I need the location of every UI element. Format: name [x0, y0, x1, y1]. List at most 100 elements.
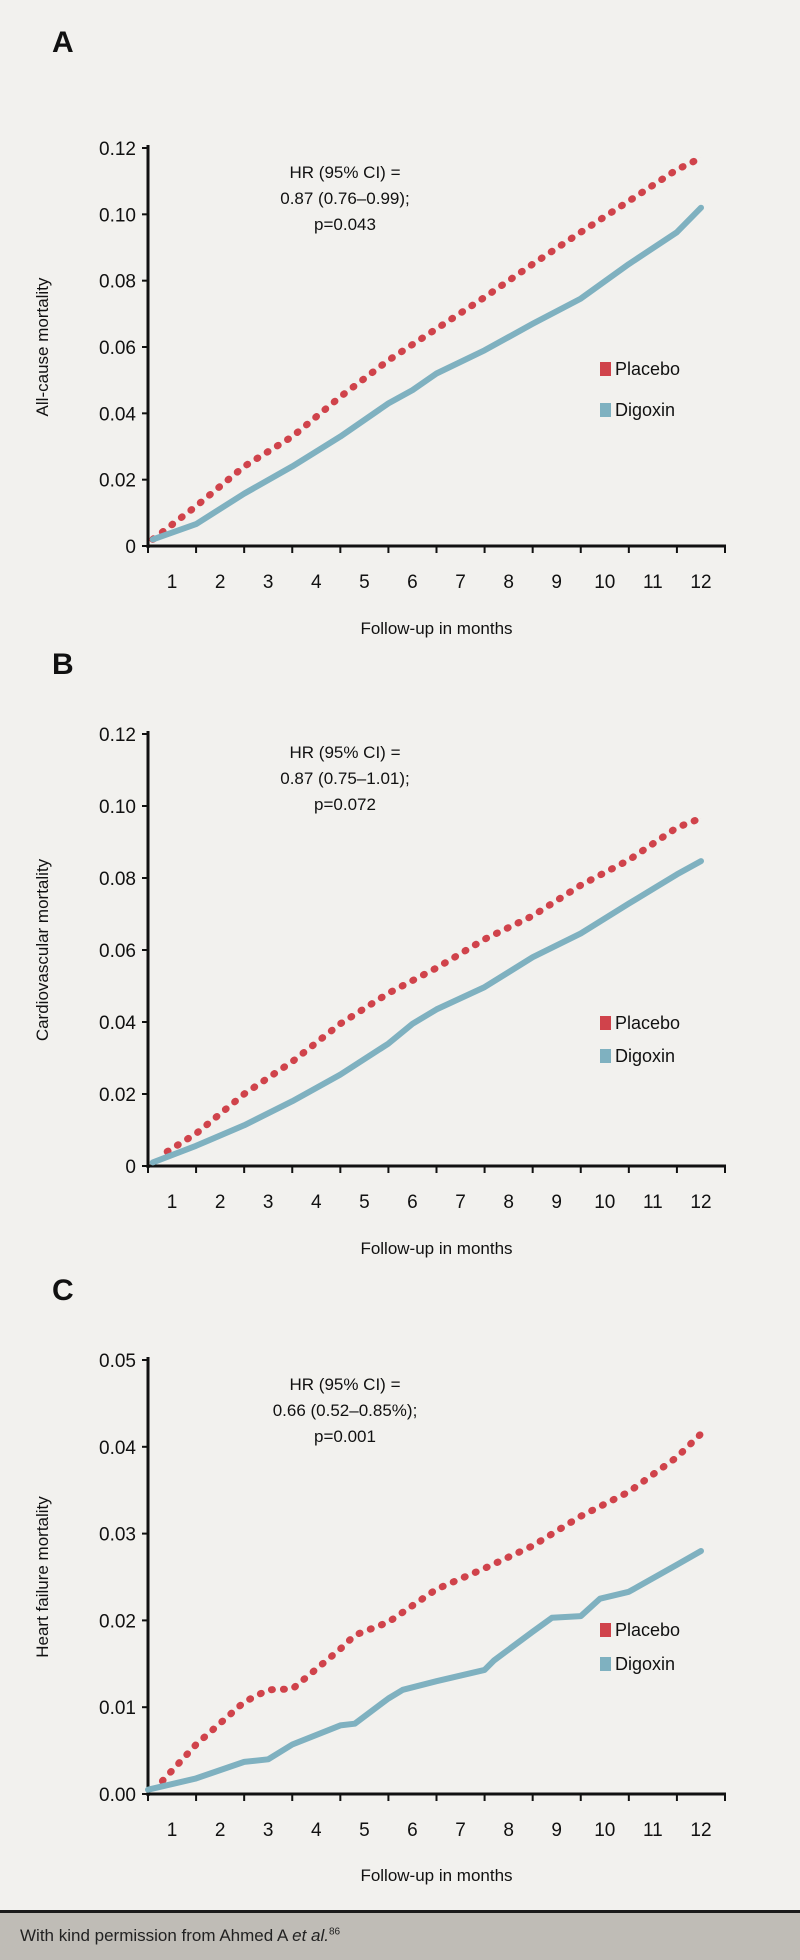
x-tick-label: 5: [359, 1192, 370, 1213]
x-axis-label: Follow-up in months: [360, 1239, 512, 1258]
y-tick-label: 0.08: [99, 272, 136, 293]
x-tick-label: 7: [455, 572, 466, 593]
hazard-ratio-annotation: 0.87 (0.75–1.01);: [280, 769, 409, 788]
legend-swatch-digoxin: [600, 403, 611, 417]
x-tick-label: 11: [643, 572, 663, 593]
y-tick-label: 0: [125, 1157, 136, 1178]
x-tick-label: 4: [311, 1192, 322, 1213]
x-axis-label: Follow-up in months: [360, 1866, 512, 1885]
legend-label-placebo: Placebo: [615, 359, 680, 379]
caption-text: With kind permission from Ahmed A: [20, 1926, 293, 1945]
x-tick-label: 11: [643, 1820, 663, 1841]
y-tick-label: 0.10: [99, 205, 136, 226]
x-tick-label: 5: [359, 572, 370, 593]
legend-label-placebo: Placebo: [615, 1620, 680, 1640]
legend-label-digoxin: Digoxin: [615, 1046, 675, 1066]
x-tick-label: 3: [263, 572, 274, 593]
y-tick-label: 0: [125, 537, 136, 558]
x-tick-label: 12: [690, 572, 711, 593]
y-tick-label: 0.12: [99, 139, 136, 160]
hazard-ratio-annotation: HR (95% CI) =: [290, 743, 401, 762]
chart-panel-b: B00.020.040.060.080.100.121 2 3 4 5 6 7 8 9 10 11 1…: [33, 648, 726, 1258]
legend-swatch-digoxin: [600, 1657, 611, 1671]
y-tick-label: 0.06: [99, 338, 136, 359]
caption-reference: 86: [328, 1926, 341, 1938]
caption-italic: et al.: [292, 1926, 329, 1945]
x-tick-label: 7: [455, 1820, 466, 1841]
y-tick-label: 0.05: [99, 1351, 136, 1372]
y-tick-label: 0.10: [99, 797, 136, 818]
series-line-digoxin: [149, 858, 704, 1166]
x-tick-label: 10: [594, 1820, 615, 1841]
y-tick-label: 0.00: [99, 1785, 136, 1806]
legend-label-digoxin: Digoxin: [615, 400, 675, 420]
hazard-ratio-annotation: p=0.001: [314, 1427, 376, 1446]
x-tick-label: 6: [407, 1192, 418, 1213]
legend-swatch-placebo: [600, 362, 611, 376]
y-tick-label: 0.04: [99, 1438, 136, 1459]
x-tick-label: 6: [407, 1820, 418, 1841]
x-tick-label: 9: [551, 572, 562, 593]
y-tick-label: 0.04: [99, 1013, 136, 1034]
x-tick-label: 12: [690, 1192, 711, 1213]
x-tick-label: 11: [643, 1192, 663, 1213]
x-tick-label: 9: [551, 1192, 562, 1213]
y-tick-label: 0.03: [99, 1525, 136, 1546]
x-tick-label: 3: [263, 1820, 274, 1841]
y-axis-label: Heart failure mortality: [33, 1496, 52, 1658]
x-tick-label: 8: [503, 1820, 514, 1841]
y-tick-label: 0.12: [99, 725, 136, 746]
series-line-placebo: [158, 1430, 705, 1785]
series-line-digoxin: [149, 204, 704, 543]
x-tick-label: 4: [311, 1820, 322, 1841]
y-tick-label: 0.02: [99, 1611, 136, 1632]
x-tick-label: 2: [215, 1820, 226, 1841]
hazard-ratio-annotation: p=0.043: [314, 215, 376, 234]
x-tick-label: 7: [455, 1192, 466, 1213]
hazard-ratio-annotation: 0.66 (0.52–0.85%);: [273, 1401, 418, 1420]
footer-divider: [0, 1910, 800, 1913]
y-tick-label: 0.02: [99, 471, 136, 492]
y-tick-label: 0.06: [99, 941, 136, 962]
x-tick-label: 1: [167, 1820, 178, 1841]
legend-label-placebo: Placebo: [615, 1013, 680, 1033]
x-tick-label: 9: [551, 1820, 562, 1841]
x-tick-label: 10: [594, 1192, 615, 1213]
x-tick-label: 10: [594, 572, 615, 593]
series-line-placebo: [149, 154, 705, 543]
footer-caption: With kind permission from Ahmed A et al.…: [20, 1926, 340, 1946]
y-tick-label: 0.02: [99, 1085, 136, 1106]
x-tick-label: 2: [215, 572, 226, 593]
panel-label: C: [52, 1274, 74, 1307]
chart-panel-c: C0.000.010.020.030.040.051 2 3 4 5 6 7 8 9 10 11 12…: [33, 1274, 726, 1885]
hazard-ratio-annotation: HR (95% CI) =: [290, 163, 401, 182]
hazard-ratio-annotation: p=0.072: [314, 795, 376, 814]
x-tick-label: 8: [503, 1192, 514, 1213]
x-tick-label: 8: [503, 572, 514, 593]
footer-caption-bar: With kind permission from Ahmed A et al.…: [0, 1913, 800, 1960]
x-tick-label: 1: [167, 572, 178, 593]
hazard-ratio-annotation: HR (95% CI) =: [290, 1375, 401, 1394]
x-tick-label: 3: [263, 1192, 274, 1213]
x-tick-label: 12: [690, 1820, 711, 1841]
y-axis-label: All-cause mortality: [33, 277, 52, 416]
legend-label-digoxin: Digoxin: [615, 1654, 675, 1674]
series-line-placebo: [163, 814, 705, 1156]
y-axis-label: Cardiovascular mortality: [33, 858, 52, 1041]
chart-panel-a: A00.020.040.060.080.100.121 2 3 4 5 6 7 8 9 10 11 1…: [33, 26, 726, 638]
x-tick-label: 6: [407, 572, 418, 593]
legend-swatch-placebo: [600, 1016, 611, 1030]
hazard-ratio-annotation: 0.87 (0.76–0.99);: [280, 189, 409, 208]
y-tick-label: 0.08: [99, 869, 136, 890]
legend-swatch-placebo: [600, 1623, 611, 1637]
x-axis-label: Follow-up in months: [360, 619, 512, 638]
y-tick-label: 0.04: [99, 404, 136, 425]
legend-swatch-digoxin: [600, 1049, 611, 1063]
y-tick-label: 0.01: [99, 1698, 136, 1719]
x-tick-label: 2: [215, 1192, 226, 1213]
panel-label: B: [52, 648, 74, 681]
x-tick-label: 1: [167, 1192, 178, 1213]
panel-label: A: [52, 26, 74, 59]
x-tick-label: 5: [359, 1820, 370, 1841]
